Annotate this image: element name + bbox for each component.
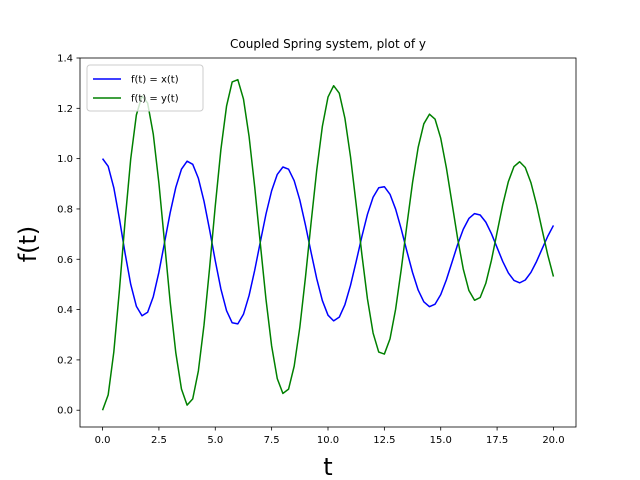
x-tick-label: 0.0 <box>95 435 111 446</box>
y-tick-label: 1.0 <box>57 154 73 165</box>
legend-label-1: f(t) = x(t) <box>131 75 179 86</box>
x-tick-label: 17.5 <box>486 435 508 446</box>
y-tick-label: 1.2 <box>57 104 73 115</box>
x-axis-label: t <box>323 453 332 480</box>
x-tick-label: 15.0 <box>430 435 452 446</box>
y-axis-label: f(t) <box>14 226 42 263</box>
series-line-2 <box>101 78 555 411</box>
x-tick-label: 10.0 <box>317 435 339 446</box>
y-tick-label: 0.4 <box>57 305 73 316</box>
legend-box <box>86 64 204 112</box>
x-axis: 0.0 2.5 5.0 7.5 10.0 12.5 15.0 17.5 20.0 <box>95 427 565 446</box>
y-tick-label: 0.6 <box>57 255 73 266</box>
chart-title: Coupled Spring system, plot of y <box>230 37 426 51</box>
legend: f(t) = x(t) f(t) = y(t) <box>86 64 204 112</box>
y-tick-label: 0.0 <box>57 406 73 417</box>
x-tick-label: 7.5 <box>264 435 280 446</box>
series-line-1 <box>101 158 555 325</box>
y-tick-label: 0.8 <box>57 204 73 215</box>
x-tick-label: 12.5 <box>373 435 395 446</box>
y-tick-label: 1.4 <box>57 54 73 65</box>
y-axis: 0.0 0.2 0.4 0.6 0.8 1.0 1.2 1.4 <box>57 54 80 417</box>
x-tick-label: 2.5 <box>151 435 167 446</box>
legend-label-2: f(t) = y(t) <box>131 94 179 105</box>
x-tick-label: 20.0 <box>542 435 564 446</box>
y-tick-label: 0.2 <box>57 355 73 366</box>
x-tick-label: 5.0 <box>207 435 223 446</box>
